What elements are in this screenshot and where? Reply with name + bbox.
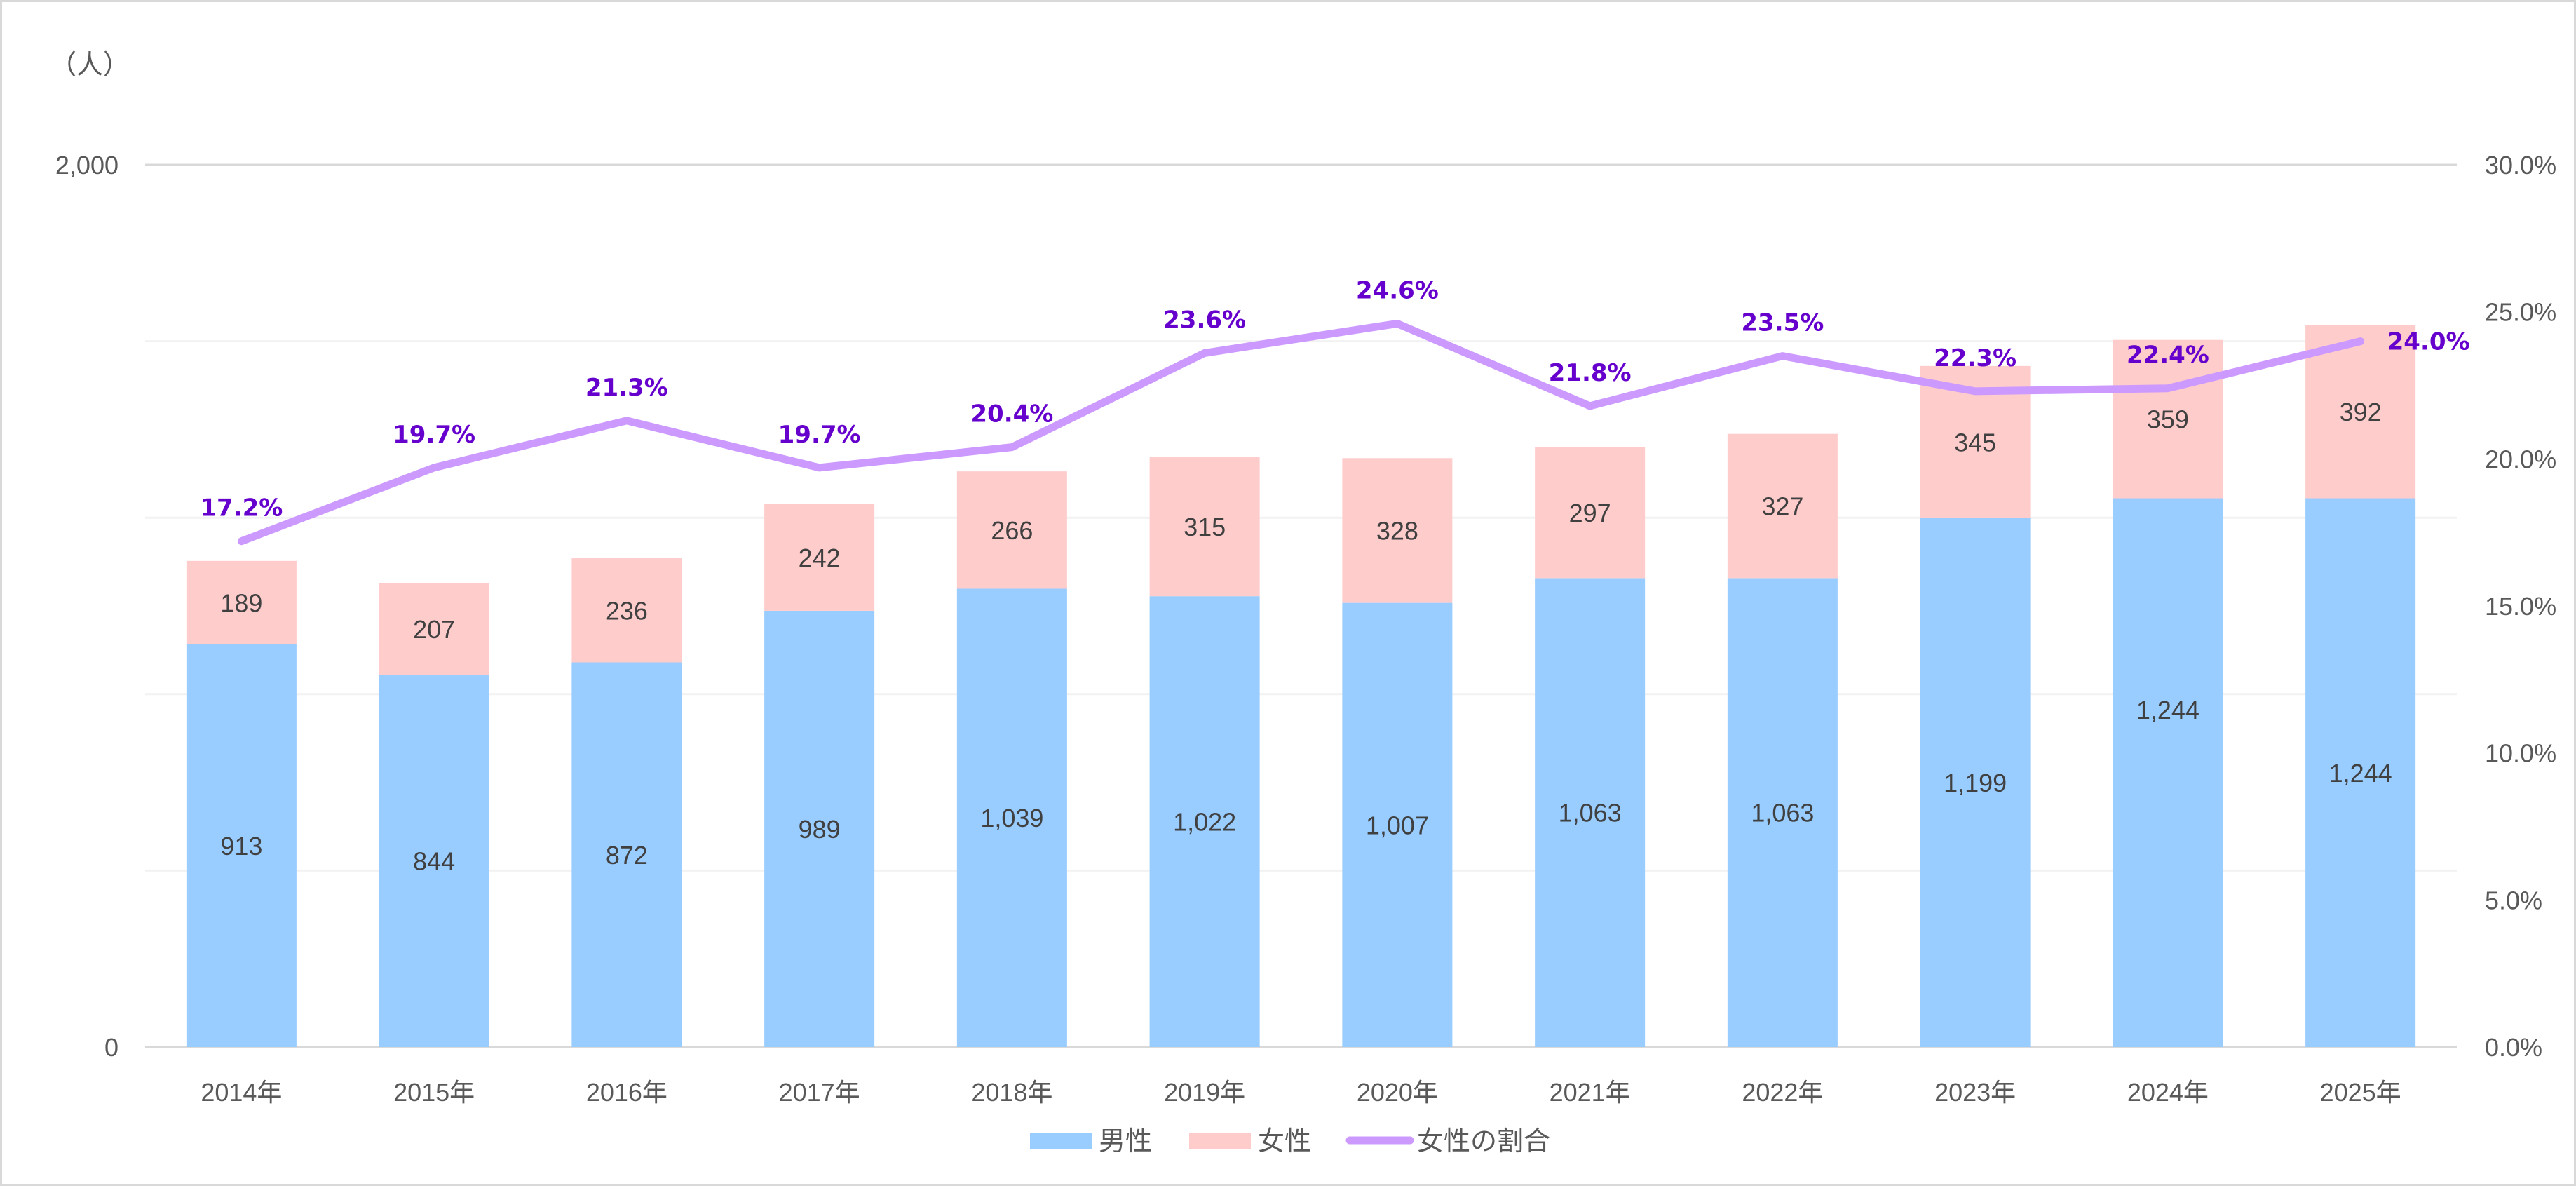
y-right-tick-label: 20.0%: [2485, 445, 2556, 473]
bar-female: [2305, 325, 2416, 499]
bar-female: [1149, 457, 1260, 597]
ratio-line-layer: 17.2% 19.7% 21.3% 19.7% 20.4% 23.6% 24.6% 21.8%…: [200, 276, 2470, 546]
gridlines: [145, 163, 2457, 1048]
bar-label-female: 359: [2147, 405, 2189, 434]
legend-swatch-male: [1030, 1133, 1092, 1149]
axes: 2,000 0 0.0% 5.0% 10.0% 15.0% 20.0% 25.0% 30.0% 2…: [55, 151, 2556, 1107]
x-tick-label: 2016年: [586, 1078, 667, 1107]
y-axis-unit-label: （人）: [50, 49, 130, 80]
legend-swatch-female: [1189, 1133, 1251, 1149]
x-tick-label: 2022年: [1742, 1078, 1823, 1107]
bar-female: [1535, 447, 1646, 579]
ratio-data-label: 24.6%: [1356, 276, 1439, 304]
bar-female: [2113, 339, 2223, 499]
bar-female: [764, 504, 875, 611]
ratio-data-label: 24.0%: [2387, 328, 2470, 356]
bar-label-male: 1,244: [2329, 759, 2392, 788]
y-right-tick-label: 10.0%: [2485, 739, 2556, 768]
ratio-data-label: 19.7%: [393, 421, 475, 449]
y-right-tick-label: 25.0%: [2485, 298, 2556, 327]
x-tick-label: 2018年: [971, 1078, 1052, 1107]
ratio-data-label: 22.3%: [1934, 344, 2016, 372]
x-tick-label: 2015年: [393, 1078, 475, 1107]
bar-labels: 913 189 844 207 872 236 989 242 1,039 266 1,022 315…: [220, 398, 2392, 875]
bar-male: [1535, 578, 1646, 1047]
bar-label-male: 1,063: [1559, 799, 1622, 828]
ratio-line: [237, 319, 2365, 546]
bar-label-female: 242: [799, 544, 841, 572]
x-tick-label: 2014年: [201, 1078, 282, 1107]
x-tick-label: 2024年: [2127, 1078, 2209, 1107]
y-right-tick-label: 15.0%: [2485, 592, 2556, 621]
y-left-tick-label: 2,000: [55, 151, 118, 180]
ratio-data-label: 22.4%: [2127, 342, 2209, 370]
bar-male: [571, 662, 682, 1047]
bar-label-male: 989: [799, 815, 841, 844]
bar-label-female: 315: [1184, 513, 1226, 541]
bar-male: [764, 610, 875, 1047]
ratio-data-label: 23.5%: [1741, 309, 1824, 337]
y-right-tick-label: 5.0%: [2485, 886, 2542, 914]
bar-label-male: 1,022: [1173, 808, 1236, 837]
legend-label-female: 女性: [1258, 1126, 1311, 1156]
bar-male: [379, 675, 489, 1047]
bar-male: [1342, 602, 1453, 1047]
ratio-data-label: 19.7%: [778, 421, 861, 449]
bar-female: [379, 583, 489, 675]
bar-label-female: 345: [1954, 428, 1996, 457]
x-tick-label: 2019年: [1164, 1078, 1245, 1107]
bar-male: [1727, 578, 1838, 1047]
legend-label-male: 男性: [1099, 1126, 1152, 1156]
bar-label-female: 236: [606, 596, 648, 625]
bar-male: [1920, 518, 2031, 1047]
x-tick-label: 2025年: [2320, 1078, 2401, 1107]
bar-female: [1727, 433, 1838, 579]
bar-label-female: 392: [2340, 398, 2382, 426]
bar-label-male: 1,063: [1751, 799, 1814, 828]
bar-label-male: 1,007: [1366, 811, 1429, 839]
legend-label-ratio: 女性の割合: [1417, 1126, 1550, 1156]
ratio-data-label: 23.6%: [1163, 306, 1246, 334]
bar-label-male: 844: [413, 847, 455, 876]
ratio-data-label: 21.8%: [1549, 359, 1632, 387]
bar-label-male: 1,039: [980, 804, 1043, 832]
bar-label-male: 1,244: [2136, 696, 2199, 724]
x-tick-label: 2023年: [1934, 1078, 2016, 1107]
x-tick-label: 2021年: [1550, 1078, 1631, 1107]
bar-female: [571, 558, 682, 663]
bar-male: [956, 588, 1067, 1047]
bar-label-female: 207: [413, 615, 455, 644]
bar-label-male: 913: [220, 832, 262, 860]
y-right-tick-label: 0.0%: [2485, 1033, 2542, 1062]
bar-label-female: 327: [1761, 492, 1803, 521]
bar-label-female: 328: [1376, 516, 1418, 545]
bar-label-male: 872: [606, 841, 648, 870]
bar-male: [2305, 498, 2416, 1047]
y-left-tick-label: 0: [104, 1033, 118, 1062]
ratio-data-label: 21.3%: [585, 374, 668, 402]
legend: 男性 女性 女性の割合: [1030, 1126, 1550, 1156]
x-tick-label: 2020年: [1357, 1078, 1438, 1107]
ratio-data-label: 20.4%: [970, 400, 1053, 428]
y-right-tick-label: 30.0%: [2485, 151, 2556, 180]
bar-label-female: 297: [1569, 499, 1611, 527]
bar-female: [1342, 458, 1453, 603]
bar-label-female: 189: [220, 588, 262, 617]
x-tick-label: 2017年: [779, 1078, 860, 1107]
bars: [186, 325, 2416, 1047]
bar-label-male: 1,199: [1944, 769, 2007, 797]
bar-label-female: 266: [991, 516, 1033, 545]
bar-male: [186, 644, 297, 1047]
bar-female: [186, 560, 297, 644]
bar-male: [2113, 498, 2223, 1047]
bar-female: [956, 471, 1067, 589]
ratio-data-label: 17.2%: [200, 494, 283, 522]
bar-male: [1149, 596, 1260, 1047]
